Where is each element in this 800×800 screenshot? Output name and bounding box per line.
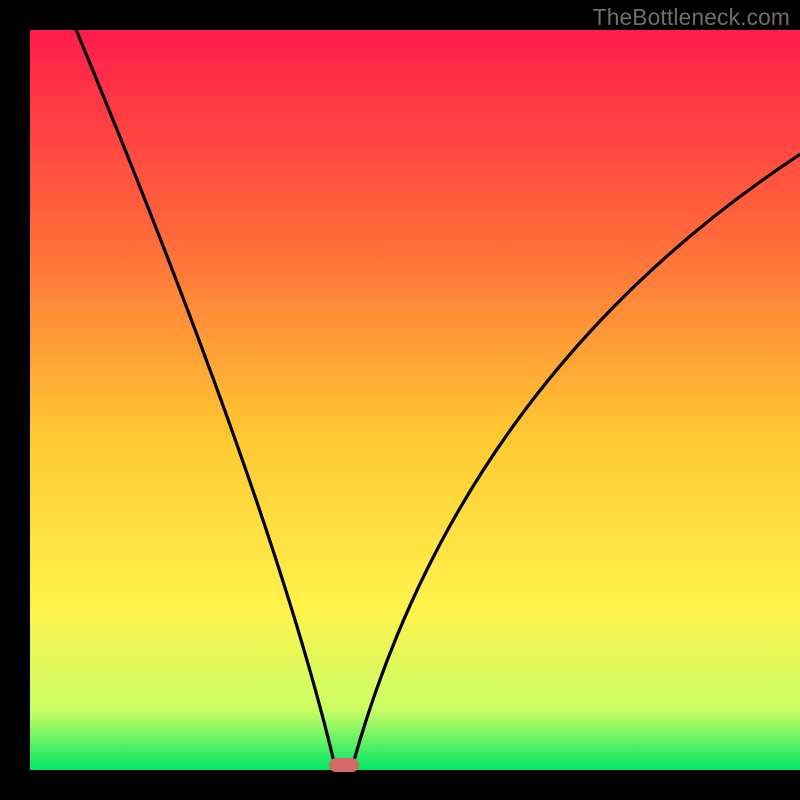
curve-right-branch bbox=[353, 154, 800, 762]
curve-left-branch bbox=[76, 30, 334, 763]
bottleneck-curve bbox=[30, 30, 800, 770]
watermark-text: TheBottleneck.com bbox=[593, 4, 790, 31]
vertex-marker bbox=[329, 758, 359, 772]
chart-plot-area bbox=[30, 30, 800, 770]
